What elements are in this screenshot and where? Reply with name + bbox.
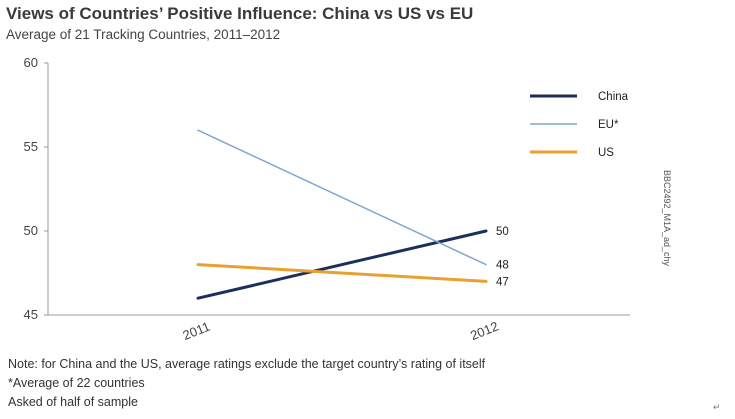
chart-notes: Note: for China and the US, average rati… [8,355,485,412]
y-tick-label: 60 [24,55,38,70]
chart-series: 50 48 47 [196,129,509,300]
chart-subtitle: Average of 21 Tracking Countries, 2011–2… [6,27,281,42]
note-line: Note: for China and the US, average rati… [8,357,486,371]
x-tick-label: 2012 [468,318,500,343]
data-label: 48 [496,260,509,272]
note-line: *Average of 22 countries [8,376,145,390]
y-tick-label: 45 [24,307,38,322]
chart-title: Views of Countries’ Positive Influence: … [6,4,474,23]
y-tick-label: 55 [24,139,38,154]
series-line [196,263,488,283]
legend-label: China [598,91,629,103]
data-label: 50 [496,226,509,238]
line-chart: 45 50 55 60 2011 2012 50 48 47 China EU* US BBC24… [24,55,672,343]
data-label: 47 [496,276,509,288]
legend-label: US [598,147,614,159]
legend-label: EU* [598,119,619,131]
y-tick-label: 50 [24,223,38,238]
chart-axes: 45 50 55 60 2011 2012 [24,55,630,343]
series-line [196,229,488,300]
source-code: BBC2492_M1A_ad_chy [662,170,672,267]
series-line [197,129,487,266]
return-mark-icon: ↵ [713,402,721,412]
x-tick-label: 2011 [181,319,213,343]
chart-legend: China EU* US [530,91,629,159]
note-line: Asked of half of sample [8,395,138,409]
